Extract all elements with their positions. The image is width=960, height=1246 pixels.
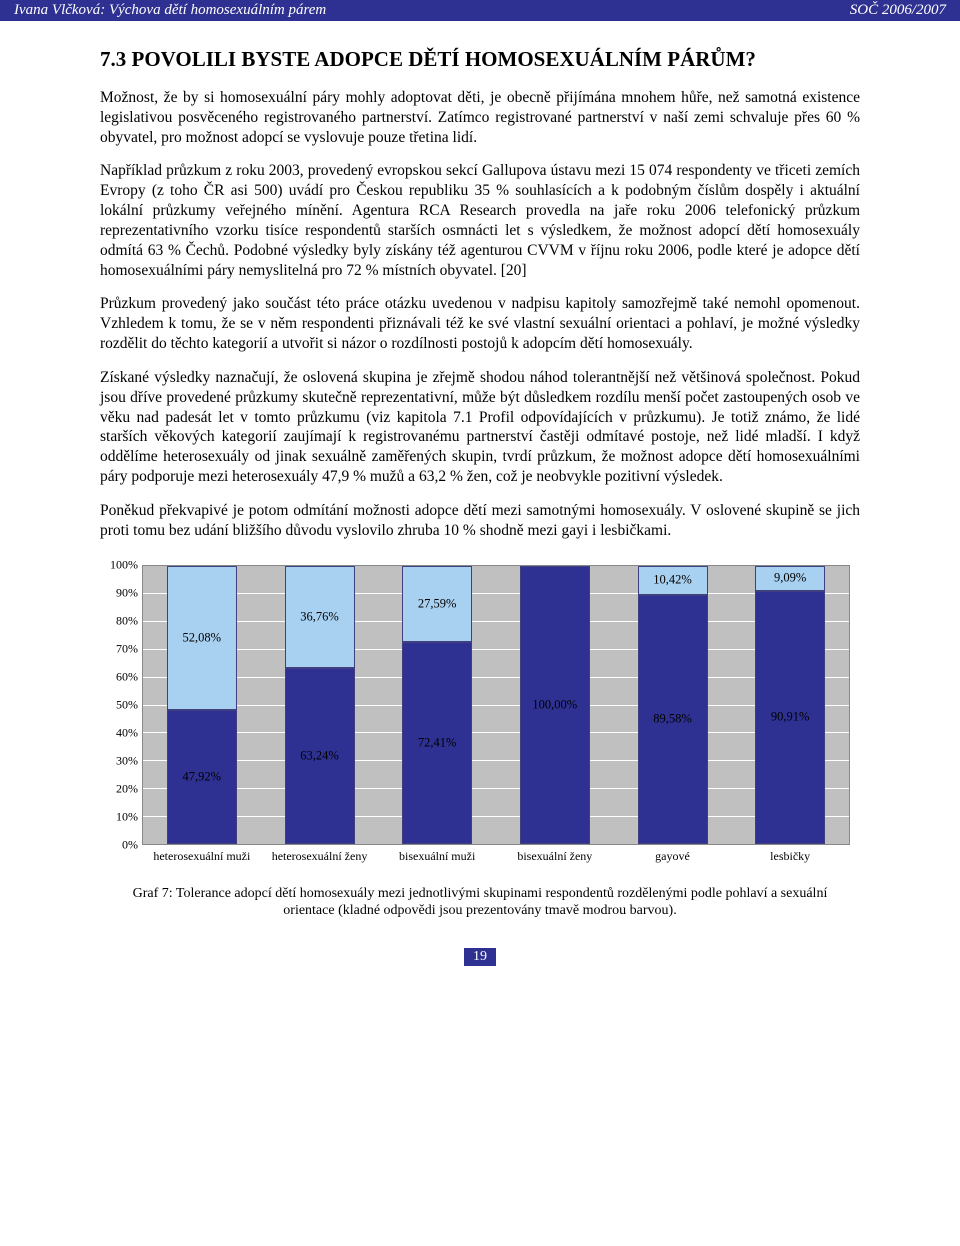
y-tick-label: 50% xyxy=(96,697,138,712)
x-tick-label: bisexuální muži xyxy=(382,850,492,864)
y-tick-label: 20% xyxy=(96,781,138,796)
y-tick-label: 100% xyxy=(96,557,138,572)
y-tick-label: 90% xyxy=(96,585,138,600)
grid-line xyxy=(143,760,849,761)
grid-line xyxy=(143,593,849,594)
bar-segment-positive xyxy=(520,566,590,844)
plot-area: 47,92%52,08%heterosexuální muži 63,24%36,… xyxy=(142,565,850,845)
bar-column: 72,41%27,59%bisexuální muži xyxy=(402,566,472,844)
bar-column: 63,24%36,76%heterosexuální ženy xyxy=(285,566,355,844)
bar-column: 100,00%bisexuální ženy xyxy=(520,566,590,844)
x-tick-label: bisexuální ženy xyxy=(500,850,610,864)
grid-line xyxy=(143,732,849,733)
bar-segment-negative xyxy=(638,566,708,595)
grid-line xyxy=(143,621,849,622)
bar-segment-positive xyxy=(638,595,708,844)
bar-column: 89,58%10,42%gayové xyxy=(638,566,708,844)
chart-container: 47,92%52,08%heterosexuální muži 63,24%36,… xyxy=(100,565,860,845)
body-paragraph: Možnost, že by si homosexuální páry mohl… xyxy=(100,88,860,147)
bar-segment-negative xyxy=(755,566,825,591)
chart-caption: Graf 7: Tolerance adopcí dětí homosexuál… xyxy=(120,885,840,920)
x-tick-label: lesbičky xyxy=(735,850,845,864)
y-tick-label: 0% xyxy=(96,837,138,852)
body-paragraph: Průzkum provedený jako součást této prác… xyxy=(100,294,860,353)
page-header: Ivana Vlčková: Výchova dětí homosexuální… xyxy=(0,0,960,21)
header-right: SOČ 2006/2007 xyxy=(850,2,946,19)
y-tick-label: 10% xyxy=(96,809,138,824)
bar-segment-negative xyxy=(402,566,472,643)
body-paragraph: Získané výsledky naznačují, že oslovená … xyxy=(100,368,860,487)
grid-line xyxy=(143,705,849,706)
bar-segment-positive xyxy=(167,710,237,843)
y-tick-label: 30% xyxy=(96,753,138,768)
grid-line xyxy=(143,649,849,650)
x-tick-label: gayové xyxy=(618,850,728,864)
x-tick-label: heterosexuální ženy xyxy=(265,850,375,864)
bar-column: 90,91%9,09%lesbičky xyxy=(755,566,825,844)
x-tick-label: heterosexuální muži xyxy=(147,850,257,864)
bar-segment-negative xyxy=(167,566,237,711)
bar-column: 47,92%52,08%heterosexuální muži xyxy=(167,566,237,844)
bar-segment-positive xyxy=(402,642,472,843)
y-tick-label: 40% xyxy=(96,725,138,740)
y-tick-label: 60% xyxy=(96,669,138,684)
y-tick-label: 80% xyxy=(96,613,138,628)
y-tick-label: 70% xyxy=(96,641,138,656)
bar-segment-negative xyxy=(285,566,355,668)
bar-segment-positive xyxy=(755,591,825,844)
grid-line xyxy=(143,788,849,789)
section-title: 7.3 POVOLILI BYSTE ADOPCE DĚTÍ HOMOSEXUÁ… xyxy=(100,47,860,72)
body-paragraph: Například průzkum z roku 2003, provedený… xyxy=(100,161,860,280)
header-left: Ivana Vlčková: Výchova dětí homosexuální… xyxy=(14,2,326,19)
grid-line xyxy=(143,677,849,678)
body-paragraph: Poněkud překvapivé je potom odmítání mož… xyxy=(100,501,860,541)
bar-segment-positive xyxy=(285,668,355,844)
grid-line xyxy=(143,816,849,817)
page-number: 19 xyxy=(464,948,496,966)
stacked-bar-chart: 47,92%52,08%heterosexuální muži 63,24%36,… xyxy=(142,565,850,845)
